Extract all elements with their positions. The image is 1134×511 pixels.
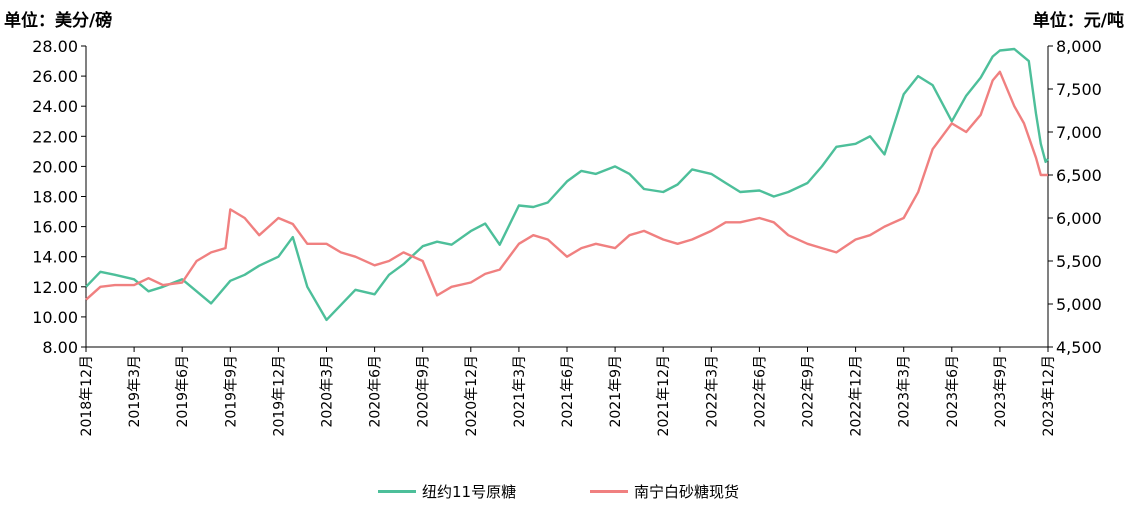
x-tick-label: 2022年3月 <box>704 355 720 428</box>
legend-swatch-nanning <box>590 490 628 493</box>
x-tick-label: 2018年12月 <box>79 355 95 436</box>
x-tick-label: 2022年9月 <box>801 355 817 428</box>
left-tick-label: 14.00 <box>32 248 78 267</box>
right-tick-label: 8,000 <box>1056 37 1102 56</box>
right-tick-label: 4,500 <box>1056 338 1102 357</box>
line-chart: 8.00 10.00 12.00 14.00 16.00 18.00 20.00 22.00 2… <box>32 37 1102 436</box>
left-tick-label: 18.00 <box>32 188 78 207</box>
series-line-0 <box>85 47 1049 322</box>
legend-swatch-ny <box>378 490 416 493</box>
x-tick-label: 2023年6月 <box>945 355 961 428</box>
right-tick-label: 6,500 <box>1056 166 1102 185</box>
right-tick-label: 5,500 <box>1056 252 1102 271</box>
x-tick-label: 2021年12月 <box>656 355 672 436</box>
x-tick-label: 2021年9月 <box>608 355 624 428</box>
x-tick-label: 2023年9月 <box>993 355 1009 428</box>
x-tick-label: 2022年6月 <box>752 355 768 428</box>
series-line-1 <box>85 70 1048 301</box>
left-tick-label: 16.00 <box>32 218 78 237</box>
right-tick-label: 7,500 <box>1056 80 1102 99</box>
left-tick-label: 8.00 <box>42 338 78 357</box>
x-tick-label: 2020年9月 <box>416 355 432 428</box>
legend: 纽约11号原糖 南宁白砂糖现货 <box>0 481 1134 505</box>
left-tick-label: 22.00 <box>32 127 78 146</box>
left-tick-label: 20.00 <box>32 157 78 176</box>
x-tick-label: 2021年6月 <box>560 355 576 428</box>
x-tick-label: 2019年12月 <box>271 355 287 436</box>
legend-item-ny-raw-sugar: 纽约11号原糖 <box>378 481 516 502</box>
x-tick-label: 2020年3月 <box>320 355 336 428</box>
x-tick-label: 2022年12月 <box>849 355 865 436</box>
legend-item-nanning-sugar: 南宁白砂糖现货 <box>590 481 739 502</box>
x-tick-label: 2020年6月 <box>368 355 384 428</box>
legend-label-nanning: 南宁白砂糖现货 <box>634 483 740 501</box>
left-tick-label: 28.00 <box>32 37 78 56</box>
x-tick-label: 2020年12月 <box>464 355 480 436</box>
right-tick-label: 5,000 <box>1056 295 1102 314</box>
left-tick-label: 12.00 <box>32 278 78 297</box>
legend-label-ny: 纽约11号原糖 <box>422 483 517 501</box>
x-tick-label: 2023年12月 <box>1041 355 1057 436</box>
left-tick-label: 10.00 <box>32 308 78 327</box>
left-axis-unit: 单位：美分/磅 <box>4 11 113 31</box>
x-tick-label: 2019年9月 <box>223 355 239 428</box>
x-tick-label: 2019年3月 <box>127 355 143 428</box>
x-tick-label: 2021年3月 <box>512 355 528 428</box>
left-tick-label: 26.00 <box>32 67 78 86</box>
right-tick-label: 6,000 <box>1056 209 1102 228</box>
left-tick-label: 24.00 <box>32 97 78 116</box>
right-axis-unit: 单位：元/吨 <box>1032 11 1124 31</box>
x-tick-label: 2023年3月 <box>897 355 913 428</box>
x-tick-label: 2019年6月 <box>175 355 191 428</box>
right-tick-label: 7,000 <box>1056 123 1102 142</box>
